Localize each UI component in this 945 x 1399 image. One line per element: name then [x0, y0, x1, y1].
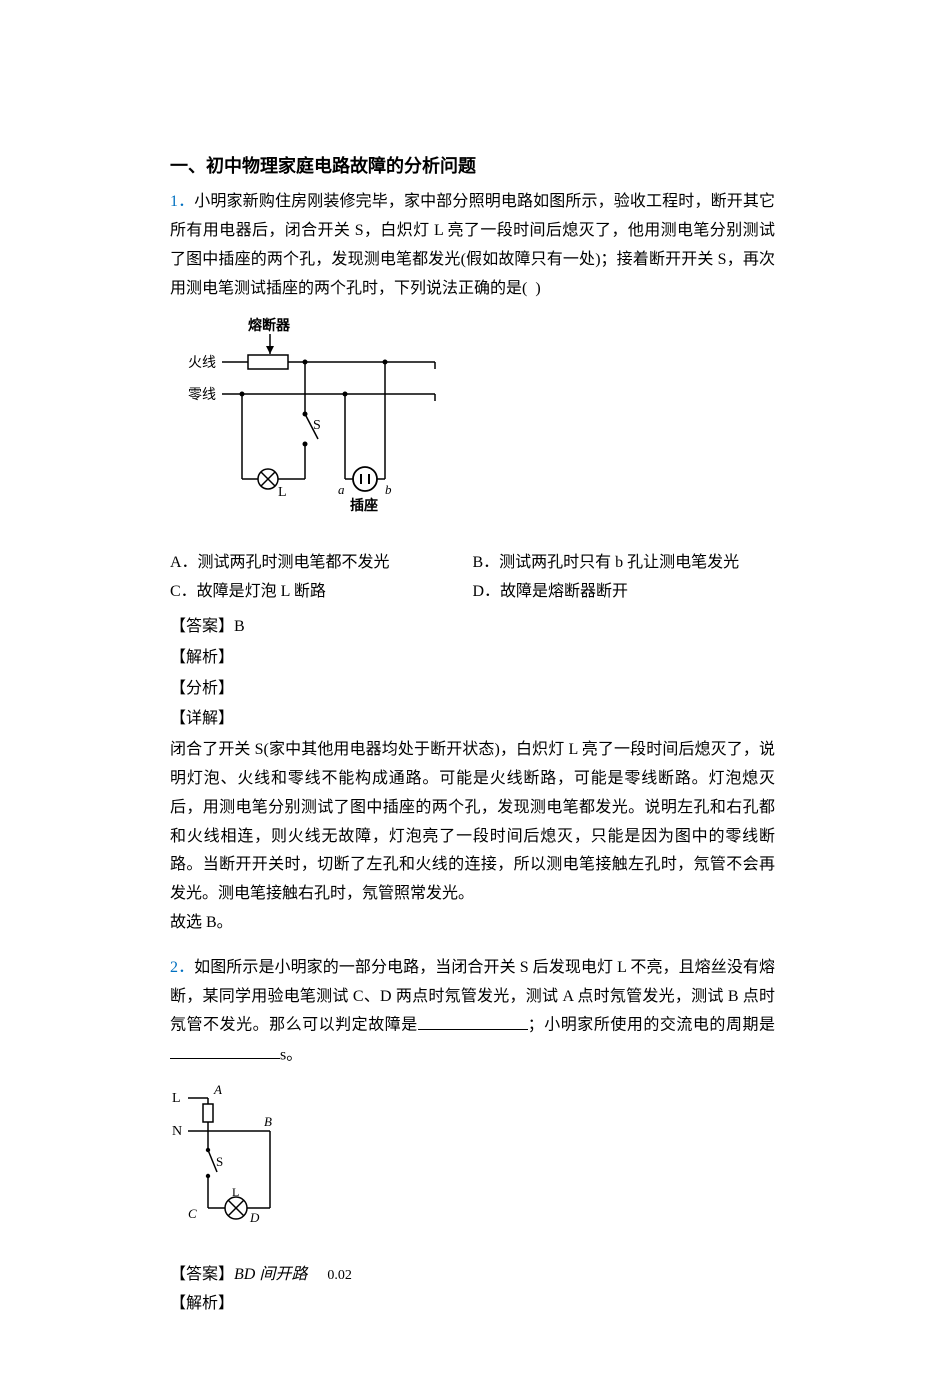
label-a: a [338, 482, 345, 497]
section-title: 一、初中物理家庭电路故障的分析问题 [170, 150, 775, 182]
circuit-diagram-2: L N A L N A B [170, 1080, 310, 1230]
detail-label: 【详解】 [170, 705, 775, 734]
q1-option-d: D．故障是熔断器断开 [473, 578, 776, 607]
q2-diagram: L N A L N A B [170, 1080, 775, 1241]
q1-conclusion: 故选 B。 [170, 909, 775, 938]
d2-D2: D [249, 1210, 260, 1225]
q2-text: 2．如图所示是小明家的一部分电路，当闭合开关 S 后发现电灯 L 不亮，且熔丝没… [170, 954, 775, 1070]
q1-options: A．测试两孔时测电笔都不发光 B．测试两孔时只有 b 孔让测电笔发光 C．故障是… [170, 549, 775, 607]
q2-answer2: 0.02 [327, 1268, 352, 1283]
circuit-diagram-1: 熔断器 火线 零线 S L [170, 314, 450, 519]
label-b: b [385, 482, 392, 497]
d2-lamp2: L [232, 1185, 239, 1199]
q1-body: 小明家新购住房刚装修完毕，家中部分照明电路如图所示，验收工程时，断开其它所有用电… [170, 193, 775, 296]
label-S: S [313, 418, 321, 433]
analyze-label: 【分析】 [170, 675, 775, 704]
q2-answer-line: 【答案】BD 间开路 0.02 [170, 1261, 775, 1290]
q1-text: 1．小明家新购住房刚装修完毕，家中部分照明电路如图所示，验收工程时，断开其它所有… [170, 188, 775, 303]
d2-A2: A [213, 1082, 222, 1097]
q2-body3: s。 [280, 1046, 302, 1063]
d2-C2: C [188, 1206, 197, 1221]
q2-number: 2． [170, 959, 194, 976]
q2-explain-label: 【解析】 [170, 1290, 775, 1319]
label-fire: 火线 [188, 355, 216, 371]
label-socket: 插座 [350, 497, 378, 514]
q2-blank2 [170, 1041, 280, 1060]
explain-label: 【解析】 [170, 644, 775, 673]
spacer [170, 938, 775, 954]
q1-answer: B [234, 618, 245, 635]
page-root: 一、初中物理家庭电路故障的分析问题 1．小明家新购住房刚装修完毕，家中部分照明电… [0, 0, 945, 1399]
q2-answer1: BD 间开路 [234, 1266, 307, 1283]
q1-detail-text: 闭合了开关 S(家中其他用电器均处于断开状态)，白炽灯 L 亮了一段时间后熄灭了… [170, 736, 775, 909]
d2-N2: N [172, 1124, 182, 1139]
q2-body2: ；小明家所使用的交流电的周期是 [528, 1017, 775, 1034]
q2-blank1 [418, 1011, 528, 1030]
q1-option-b: B．测试两孔时只有 b 孔让测电笔发光 [473, 549, 776, 578]
d2-B2: B [264, 1114, 272, 1129]
answer-label: 【答案】 [170, 618, 234, 635]
q1-number: 1． [170, 193, 194, 210]
label-neutral: 零线 [188, 387, 216, 403]
label-L: L [278, 485, 287, 500]
q1-option-c: C．故障是灯泡 L 断路 [170, 578, 473, 607]
q1-diagram: 熔断器 火线 零线 S L [170, 314, 775, 530]
q1-answer-block: 【答案】B 【解析】 【分析】 【详解】 [170, 613, 775, 734]
d2-S2: S [216, 1154, 223, 1169]
label-fuse: 熔断器 [248, 317, 291, 334]
d2-L2: L [172, 1091, 181, 1106]
q1-option-a: A．测试两孔时测电笔都不发光 [170, 549, 473, 578]
q2-answer-label: 【答案】 [170, 1266, 234, 1283]
